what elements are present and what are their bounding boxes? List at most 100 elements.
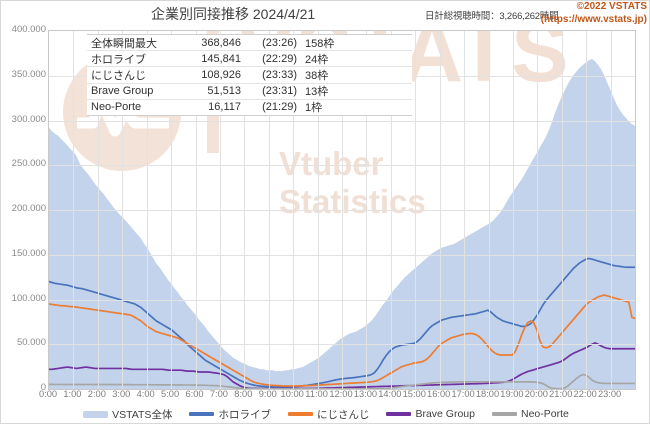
table-row: Neo-Porte 16,117 (21:29) 1枠 xyxy=(87,100,412,115)
legend-swatch-icon xyxy=(491,412,517,416)
gridline-vertical xyxy=(318,31,319,389)
y-axis-tick-label: 0 xyxy=(40,382,46,393)
x-axis-tick-label: 21:00 xyxy=(549,389,573,399)
peak-stats-table: 全体瞬間最大 368,846 (23:26) 158枠 ホロライブ 145,841 (22:… xyxy=(87,34,412,116)
x-axis-tick-label: 8:00 xyxy=(234,389,253,399)
y-axis-tick-label: 300.000 xyxy=(11,113,46,125)
x-axis-tick-label: 3:00 xyxy=(112,389,131,399)
x-axis-tick-label: 23:00 xyxy=(597,389,622,399)
gridline-vertical xyxy=(98,31,99,389)
y-axis-tick-label: 150.000 xyxy=(11,247,46,259)
stats-cell-name: Brave Group xyxy=(91,85,154,98)
y-axis-tick-label: 200.000 xyxy=(11,203,46,214)
gridline-vertical xyxy=(171,31,172,389)
gridline-vertical xyxy=(342,31,343,389)
legend-item[interactable]: Neo-Porte xyxy=(491,408,569,420)
gridline-vertical xyxy=(73,31,74,389)
stats-cell-name: にじさんじ xyxy=(91,69,146,82)
table-row: にじさんじ 108,926 (23:33) 38枠 xyxy=(87,67,412,84)
stats-cell-time: (21:29) xyxy=(262,101,297,114)
gridline-vertical xyxy=(415,31,416,389)
y-axis-tick-label: 100.000 xyxy=(11,292,46,304)
gridline-vertical xyxy=(366,31,367,389)
gridline-vertical xyxy=(147,31,148,389)
table-row: 全体瞬間最大 368,846 (23:26) 158枠 xyxy=(87,35,412,52)
y-axis: 400.000 350.000 300.000 250.000 200.000 150.0… xyxy=(1,24,46,393)
stats-cell-time: (22:29) xyxy=(262,52,297,65)
stats-cell-peak: 16,117 xyxy=(208,101,241,114)
x-axis-tick-label: 12:00 xyxy=(329,389,353,399)
x-axis-tick-label: 0:00 xyxy=(38,389,58,399)
x-axis-tick-label: 14:00 xyxy=(378,389,402,399)
copyright-notice: ©2022 VSTATS (https://www.vstats.jp) xyxy=(541,1,647,26)
legend-item[interactable]: にじさんじ xyxy=(287,407,370,422)
gridline-vertical xyxy=(537,31,538,389)
gridline-vertical xyxy=(489,31,490,389)
x-axis-tick-label: 11:00 xyxy=(305,389,328,399)
x-axis-tick-label: 5:00 xyxy=(161,389,180,399)
stats-cell-name: Neo-Porte xyxy=(91,101,142,114)
legend-item[interactable]: ホロライブ xyxy=(189,407,271,422)
x-axis-tick-label: 15:00 xyxy=(402,389,426,399)
y-axis-tick-label: 400.000 xyxy=(11,24,46,35)
stats-cell-peak: 368,846 xyxy=(201,36,241,49)
legend-swatch-icon xyxy=(287,412,313,416)
x-axis-tick-label: 2:00 xyxy=(87,389,106,399)
stats-cell-frames: 158枠 xyxy=(305,37,335,50)
legend-swatch-icon xyxy=(386,412,412,416)
legend-label: Brave Group xyxy=(415,408,475,420)
stats-cell-frames: 1枠 xyxy=(305,102,323,115)
x-axis-tick-label: 17:00 xyxy=(451,389,475,399)
stats-cell-time: (23:31) xyxy=(262,85,297,98)
table-row: ホロライブ 145,841 (22:29) 24枠 xyxy=(87,51,412,68)
legend-label: VSTATS全体 xyxy=(112,408,173,421)
x-axis-tick-label: 4:00 xyxy=(136,389,155,399)
stats-cell-peak: 145,841 xyxy=(201,52,241,65)
gridline-vertical xyxy=(220,31,221,389)
x-axis-tick-label: 22:00 xyxy=(573,389,597,399)
x-axis-tick-label: 13:00 xyxy=(353,389,378,399)
legend-label: Neo-Porte xyxy=(520,408,569,420)
stats-cell-name: ホロライブ xyxy=(91,53,146,66)
x-axis-tick-label: 16:00 xyxy=(427,389,451,399)
total-watch-time-label: 日計総視聴時間：3,266,262時間 xyxy=(425,11,559,22)
legend-label: にじさんじ xyxy=(316,408,370,421)
x-axis-tick-label: 19:00 xyxy=(500,389,524,399)
legend-swatch-icon xyxy=(83,410,109,418)
stats-cell-frames: 24枠 xyxy=(305,53,329,66)
chart-legend: VSTATS全体 ホロライブ にじさんじ Brave Group Neo-Porte xyxy=(1,404,650,424)
stats-cell-peak: 51,513 xyxy=(207,85,241,98)
copyright-url: (https://www.vstats.jp) xyxy=(540,13,647,25)
y-axis-tick-label: 50.000 xyxy=(16,337,46,349)
gridline-vertical xyxy=(196,31,197,389)
legend-item[interactable]: Brave Group xyxy=(386,408,475,420)
gridline-vertical xyxy=(440,31,441,389)
copyright-line-1: ©2022 VSTATS xyxy=(576,1,647,12)
x-axis-tick-label: 9:00 xyxy=(258,389,277,399)
gridline-vertical xyxy=(391,31,392,389)
legend-item[interactable]: VSTATS全体 xyxy=(83,407,172,422)
legend-swatch-icon xyxy=(189,412,215,416)
table-row: Brave Group 51,513 (23:31) 13枠 xyxy=(87,84,412,100)
header: 企業別同接推移 2024/4/21 日計総視聴時間：3,266,262時間 ©2… xyxy=(1,1,650,27)
gridline-vertical xyxy=(513,31,514,389)
stats-cell-peak: 108,926 xyxy=(201,68,241,81)
y-axis-tick-label: 350.000 xyxy=(11,68,46,80)
series-area-VSTATS全体 xyxy=(49,58,635,389)
gridline-vertical xyxy=(611,31,612,389)
gridline-vertical xyxy=(122,31,123,389)
x-axis-tick-label: 10:00 xyxy=(280,389,304,399)
x-axis-tick-label: 7:00 xyxy=(209,389,228,399)
x-axis-tick-label: 1:00 xyxy=(63,389,82,399)
page-title: 企業別同接推移 2024/4/21 xyxy=(151,6,316,22)
stats-cell-frames: 38枠 xyxy=(305,69,329,82)
x-axis-tick-label: 6:00 xyxy=(185,389,204,399)
gridline-vertical xyxy=(464,31,465,389)
gridline-vertical xyxy=(269,31,270,389)
y-axis-tick-label: 250.000 xyxy=(11,158,46,170)
x-axis-tick-label: 20:00 xyxy=(524,389,548,399)
x-axis: 0:00 1:00 2:00 3:00 4:00 5:00 6:00 7:00 8:00 9:00… xyxy=(39,389,634,403)
stats-cell-time: (23:33) xyxy=(262,68,297,81)
gridline-vertical xyxy=(244,31,245,389)
